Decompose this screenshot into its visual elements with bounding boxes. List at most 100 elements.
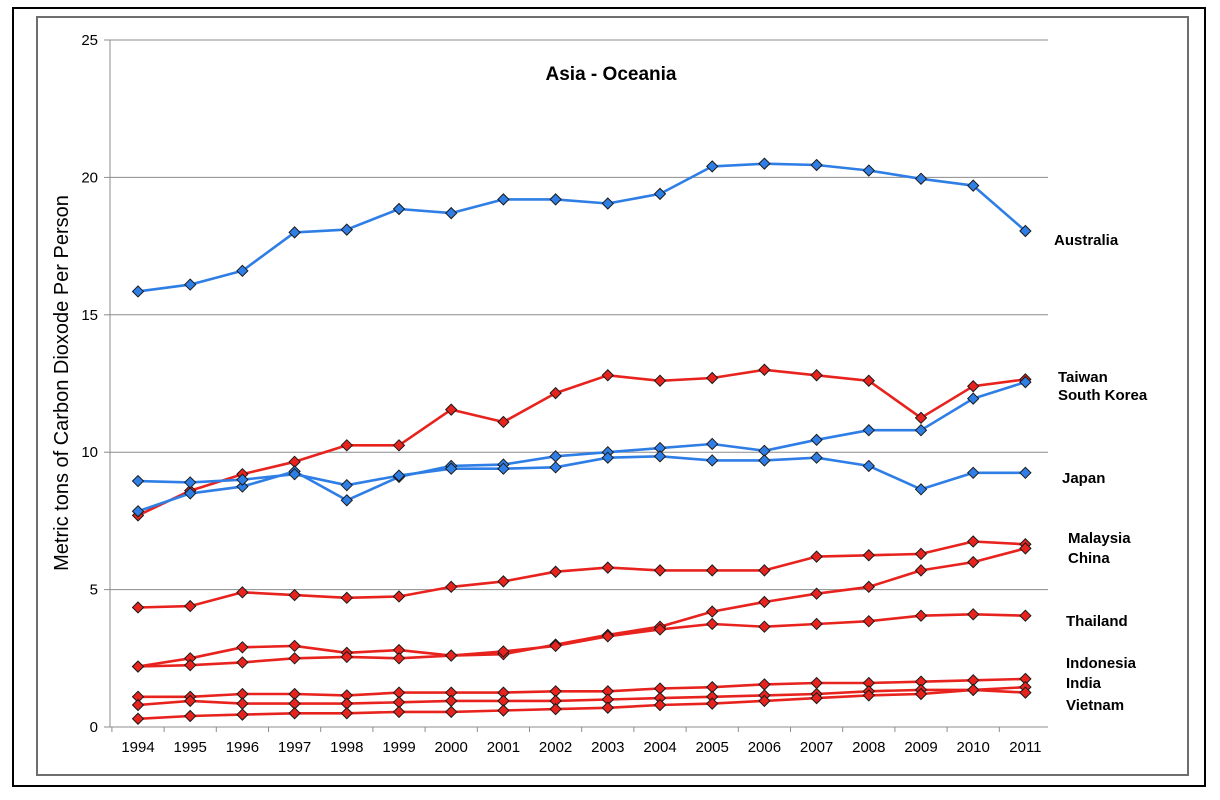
chart-area-frame xyxy=(36,16,1189,776)
data-point-australia xyxy=(758,157,771,170)
data-point-japan xyxy=(758,454,771,467)
data-point-south-korea xyxy=(862,424,876,437)
y-tick-label: 5 xyxy=(90,582,98,599)
data-point-vietnam xyxy=(497,704,510,717)
data-point-thailand xyxy=(810,617,823,631)
data-point-japan xyxy=(914,483,928,496)
data-point-vietnam xyxy=(131,712,145,725)
data-point-south-korea xyxy=(183,487,197,500)
data-point-australia xyxy=(183,278,197,291)
data-point-vietnam xyxy=(966,683,980,697)
data-point-south-korea xyxy=(966,392,980,405)
data-point-malaysia xyxy=(810,550,823,563)
y-tick-label: 0 xyxy=(90,719,98,736)
data-point-vietnam xyxy=(444,705,458,719)
data-point-japan xyxy=(862,459,876,473)
data-point-malaysia xyxy=(966,535,980,548)
axes: 0 5 10 15 20 25 1994 1995 1996 1997 1998 1999 2000 20… xyxy=(81,32,1048,756)
data-point-malaysia xyxy=(444,580,458,594)
data-point-thailand xyxy=(444,649,458,662)
data-point-taiwan xyxy=(444,403,458,416)
series-label-australia: Australia xyxy=(1054,232,1119,249)
data-point-australia xyxy=(131,285,145,298)
data-point-thailand xyxy=(497,645,510,658)
data-point-malaysia xyxy=(131,601,145,614)
data-point-china xyxy=(862,580,876,594)
data-point-indonesia xyxy=(810,676,823,690)
data-point-malaysia xyxy=(340,591,354,605)
data-point-taiwan xyxy=(601,369,615,382)
series-line-taiwan xyxy=(136,368,1027,517)
data-point-australia xyxy=(444,206,458,220)
series-label-china: China xyxy=(1068,550,1110,567)
data-point-japan xyxy=(810,451,823,464)
data-point-japan xyxy=(601,451,615,464)
gridlines xyxy=(110,39,1048,591)
data-point-australia xyxy=(862,164,876,177)
data-point-vietnam xyxy=(705,697,719,710)
data-point-vietnam xyxy=(862,689,876,702)
data-point-japan xyxy=(392,469,406,482)
y-tick-label: 25 xyxy=(81,32,98,49)
data-point-malaysia xyxy=(758,564,771,577)
data-point-malaysia xyxy=(236,586,249,599)
data-point-taiwan xyxy=(340,439,354,452)
data-point-south-korea xyxy=(131,505,145,518)
data-point-malaysia xyxy=(653,564,667,577)
data-point-australia xyxy=(705,160,719,173)
data-point-australia xyxy=(966,179,980,192)
data-point-taiwan xyxy=(549,386,562,400)
data-point-vietnam xyxy=(653,698,667,712)
data-point-vietnam xyxy=(183,709,197,723)
data-point-china xyxy=(914,564,928,577)
x-tick-label: 2009 xyxy=(904,739,937,756)
data-point-south-korea xyxy=(340,494,354,507)
data-point-japan xyxy=(653,450,667,463)
data-point-australia xyxy=(497,193,510,206)
data-point-australia xyxy=(340,223,354,236)
series-line-south-korea xyxy=(136,380,1027,513)
data-point-india xyxy=(183,694,197,708)
data-point-thailand xyxy=(288,652,301,665)
series-label-south-korea: South Korea xyxy=(1058,387,1148,404)
data-point-taiwan xyxy=(914,411,928,425)
data-point-japan xyxy=(340,478,354,492)
data-point-australia xyxy=(288,226,301,239)
data-point-vietnam xyxy=(392,705,406,719)
series-line-china xyxy=(136,547,1027,668)
data-point-china xyxy=(705,605,719,618)
x-tick-label: 2003 xyxy=(591,739,624,756)
data-point-japan xyxy=(131,474,145,488)
data-point-india xyxy=(131,698,145,712)
data-point-vietnam xyxy=(1019,686,1032,699)
series-label-vietnam: Vietnam xyxy=(1066,697,1124,714)
y-tick-label: 10 xyxy=(81,444,98,461)
x-tick-label: 2011 xyxy=(1009,739,1041,756)
series-label-thailand: Thailand xyxy=(1066,613,1128,630)
data-point-malaysia xyxy=(497,575,510,588)
data-point-australia xyxy=(601,197,615,210)
chart-title: Asia - Oceania xyxy=(546,64,677,85)
data-point-taiwan xyxy=(966,380,980,393)
data-point-south-korea xyxy=(810,433,823,447)
series-label-taiwan: Taiwan xyxy=(1058,369,1108,386)
data-point-taiwan xyxy=(862,374,876,387)
data-point-thailand xyxy=(392,652,406,665)
data-point-thailand xyxy=(601,630,615,643)
data-point-china xyxy=(1019,542,1032,555)
data-point-china xyxy=(236,641,249,654)
data-point-china xyxy=(288,639,301,653)
x-tick-label: 2008 xyxy=(852,739,885,756)
outer-frame xyxy=(12,7,1206,787)
data-point-japan xyxy=(966,466,980,480)
data-point-taiwan xyxy=(653,374,667,387)
data-point-australia xyxy=(653,187,667,201)
x-tick-label: 2005 xyxy=(696,739,729,756)
data-point-thailand xyxy=(549,639,562,653)
data-point-taiwan xyxy=(810,369,823,382)
series-lines xyxy=(136,162,1027,721)
data-point-japan xyxy=(183,476,197,489)
x-tick-label: 2006 xyxy=(748,739,781,756)
